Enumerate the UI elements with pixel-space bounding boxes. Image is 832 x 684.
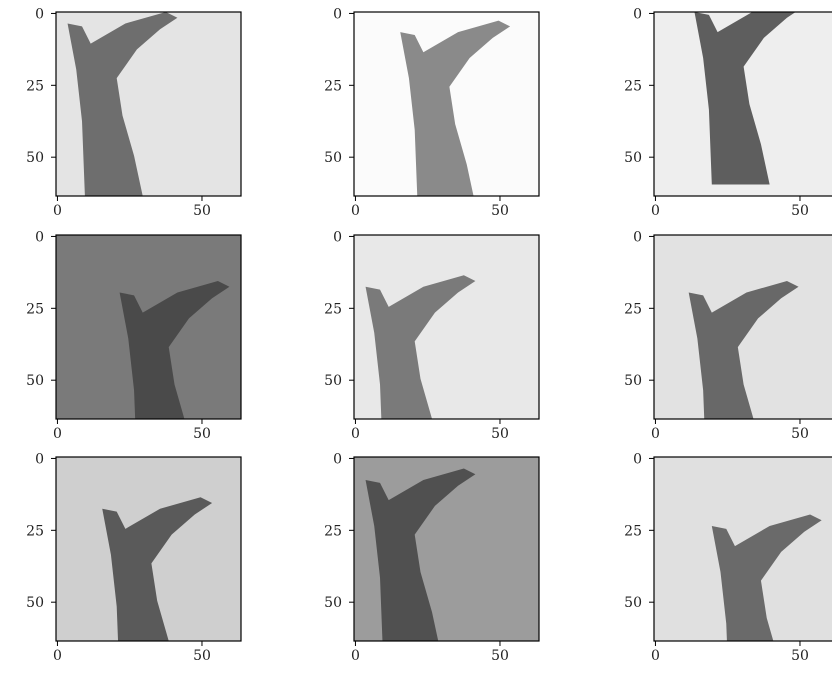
y-tick-label: 0	[633, 229, 642, 245]
y-tick-label: 25	[624, 78, 642, 94]
x-tick-label: 50	[193, 203, 211, 219]
x-tick-label: 50	[193, 426, 211, 442]
y-tick-label: 0	[35, 229, 44, 245]
subplot: 0 25 50 0 50	[26, 6, 241, 219]
x-tick-label: 50	[491, 648, 509, 664]
subplot: 0 25 50 0 50	[26, 229, 241, 465]
image	[354, 235, 539, 459]
subplot: 0 25 50 0 50	[624, 229, 832, 465]
y-tick-label: 50	[324, 595, 342, 611]
y-tick-label: 50	[26, 595, 44, 611]
subplot: 0 25 50 0 50	[26, 451, 241, 680]
x-tick-label: 0	[53, 648, 62, 664]
y-tick-label: 0	[333, 451, 342, 467]
y-tick-label: 0	[35, 451, 44, 467]
y-tick-label: 25	[624, 301, 642, 317]
y-tick-label: 0	[633, 451, 642, 467]
x-tick-label: 0	[351, 648, 360, 664]
x-tick-label: 50	[791, 426, 809, 442]
image	[56, 12, 241, 196]
y-tick-label: 25	[324, 523, 342, 539]
subplot: 0 25 50 0 50	[324, 229, 539, 459]
x-tick-label: 50	[491, 203, 509, 219]
y-tick-label: 25	[26, 301, 44, 317]
x-tick-label: 50	[491, 426, 509, 442]
subplot: 0 25 50 0 50	[324, 451, 539, 664]
image	[654, 457, 832, 680]
y-tick-label: 50	[624, 595, 642, 611]
image	[56, 457, 241, 680]
x-tick-label: 0	[651, 426, 660, 442]
x-tick-label: 0	[53, 203, 62, 219]
y-tick-label: 50	[26, 373, 44, 389]
y-tick-label: 25	[324, 78, 342, 94]
y-tick-label: 50	[324, 150, 342, 166]
x-tick-label: 50	[791, 648, 809, 664]
y-tick-label: 0	[633, 6, 642, 22]
x-tick-label: 50	[791, 203, 809, 219]
y-tick-label: 25	[324, 301, 342, 317]
x-tick-label: 0	[53, 426, 62, 442]
y-tick-label: 50	[26, 150, 44, 166]
y-tick-label: 50	[624, 373, 642, 389]
y-tick-label: 0	[333, 229, 342, 245]
y-tick-label: 25	[26, 523, 44, 539]
y-tick-label: 50	[324, 373, 342, 389]
x-tick-label: 0	[651, 648, 660, 664]
x-tick-label: 0	[351, 426, 360, 442]
y-tick-label: 0	[333, 6, 342, 22]
page: {"panels": [ {"xticks": [0, 50], "yticks…	[0, 0, 832, 680]
image	[354, 12, 539, 205]
y-tick-label: 25	[26, 78, 44, 94]
x-tick-label: 50	[193, 648, 211, 664]
figure: 0 25 50 0 50 0 25 50 0 50 0 25 50 0 50 0 25 50 0 50 0 25 50 0 50…	[0, 0, 832, 680]
y-tick-label: 0	[35, 6, 44, 22]
x-tick-label: 0	[351, 203, 360, 219]
image	[654, 1, 832, 197]
image	[56, 235, 241, 465]
x-tick-label: 0	[651, 203, 660, 219]
y-tick-label: 25	[624, 523, 642, 539]
subplot: 0 25 50 0 50	[624, 1, 832, 220]
image	[354, 457, 539, 653]
subplot: 0 25 50 0 50	[624, 451, 832, 680]
subplot: 0 25 50 0 50	[324, 6, 539, 219]
y-tick-label: 50	[624, 150, 642, 166]
